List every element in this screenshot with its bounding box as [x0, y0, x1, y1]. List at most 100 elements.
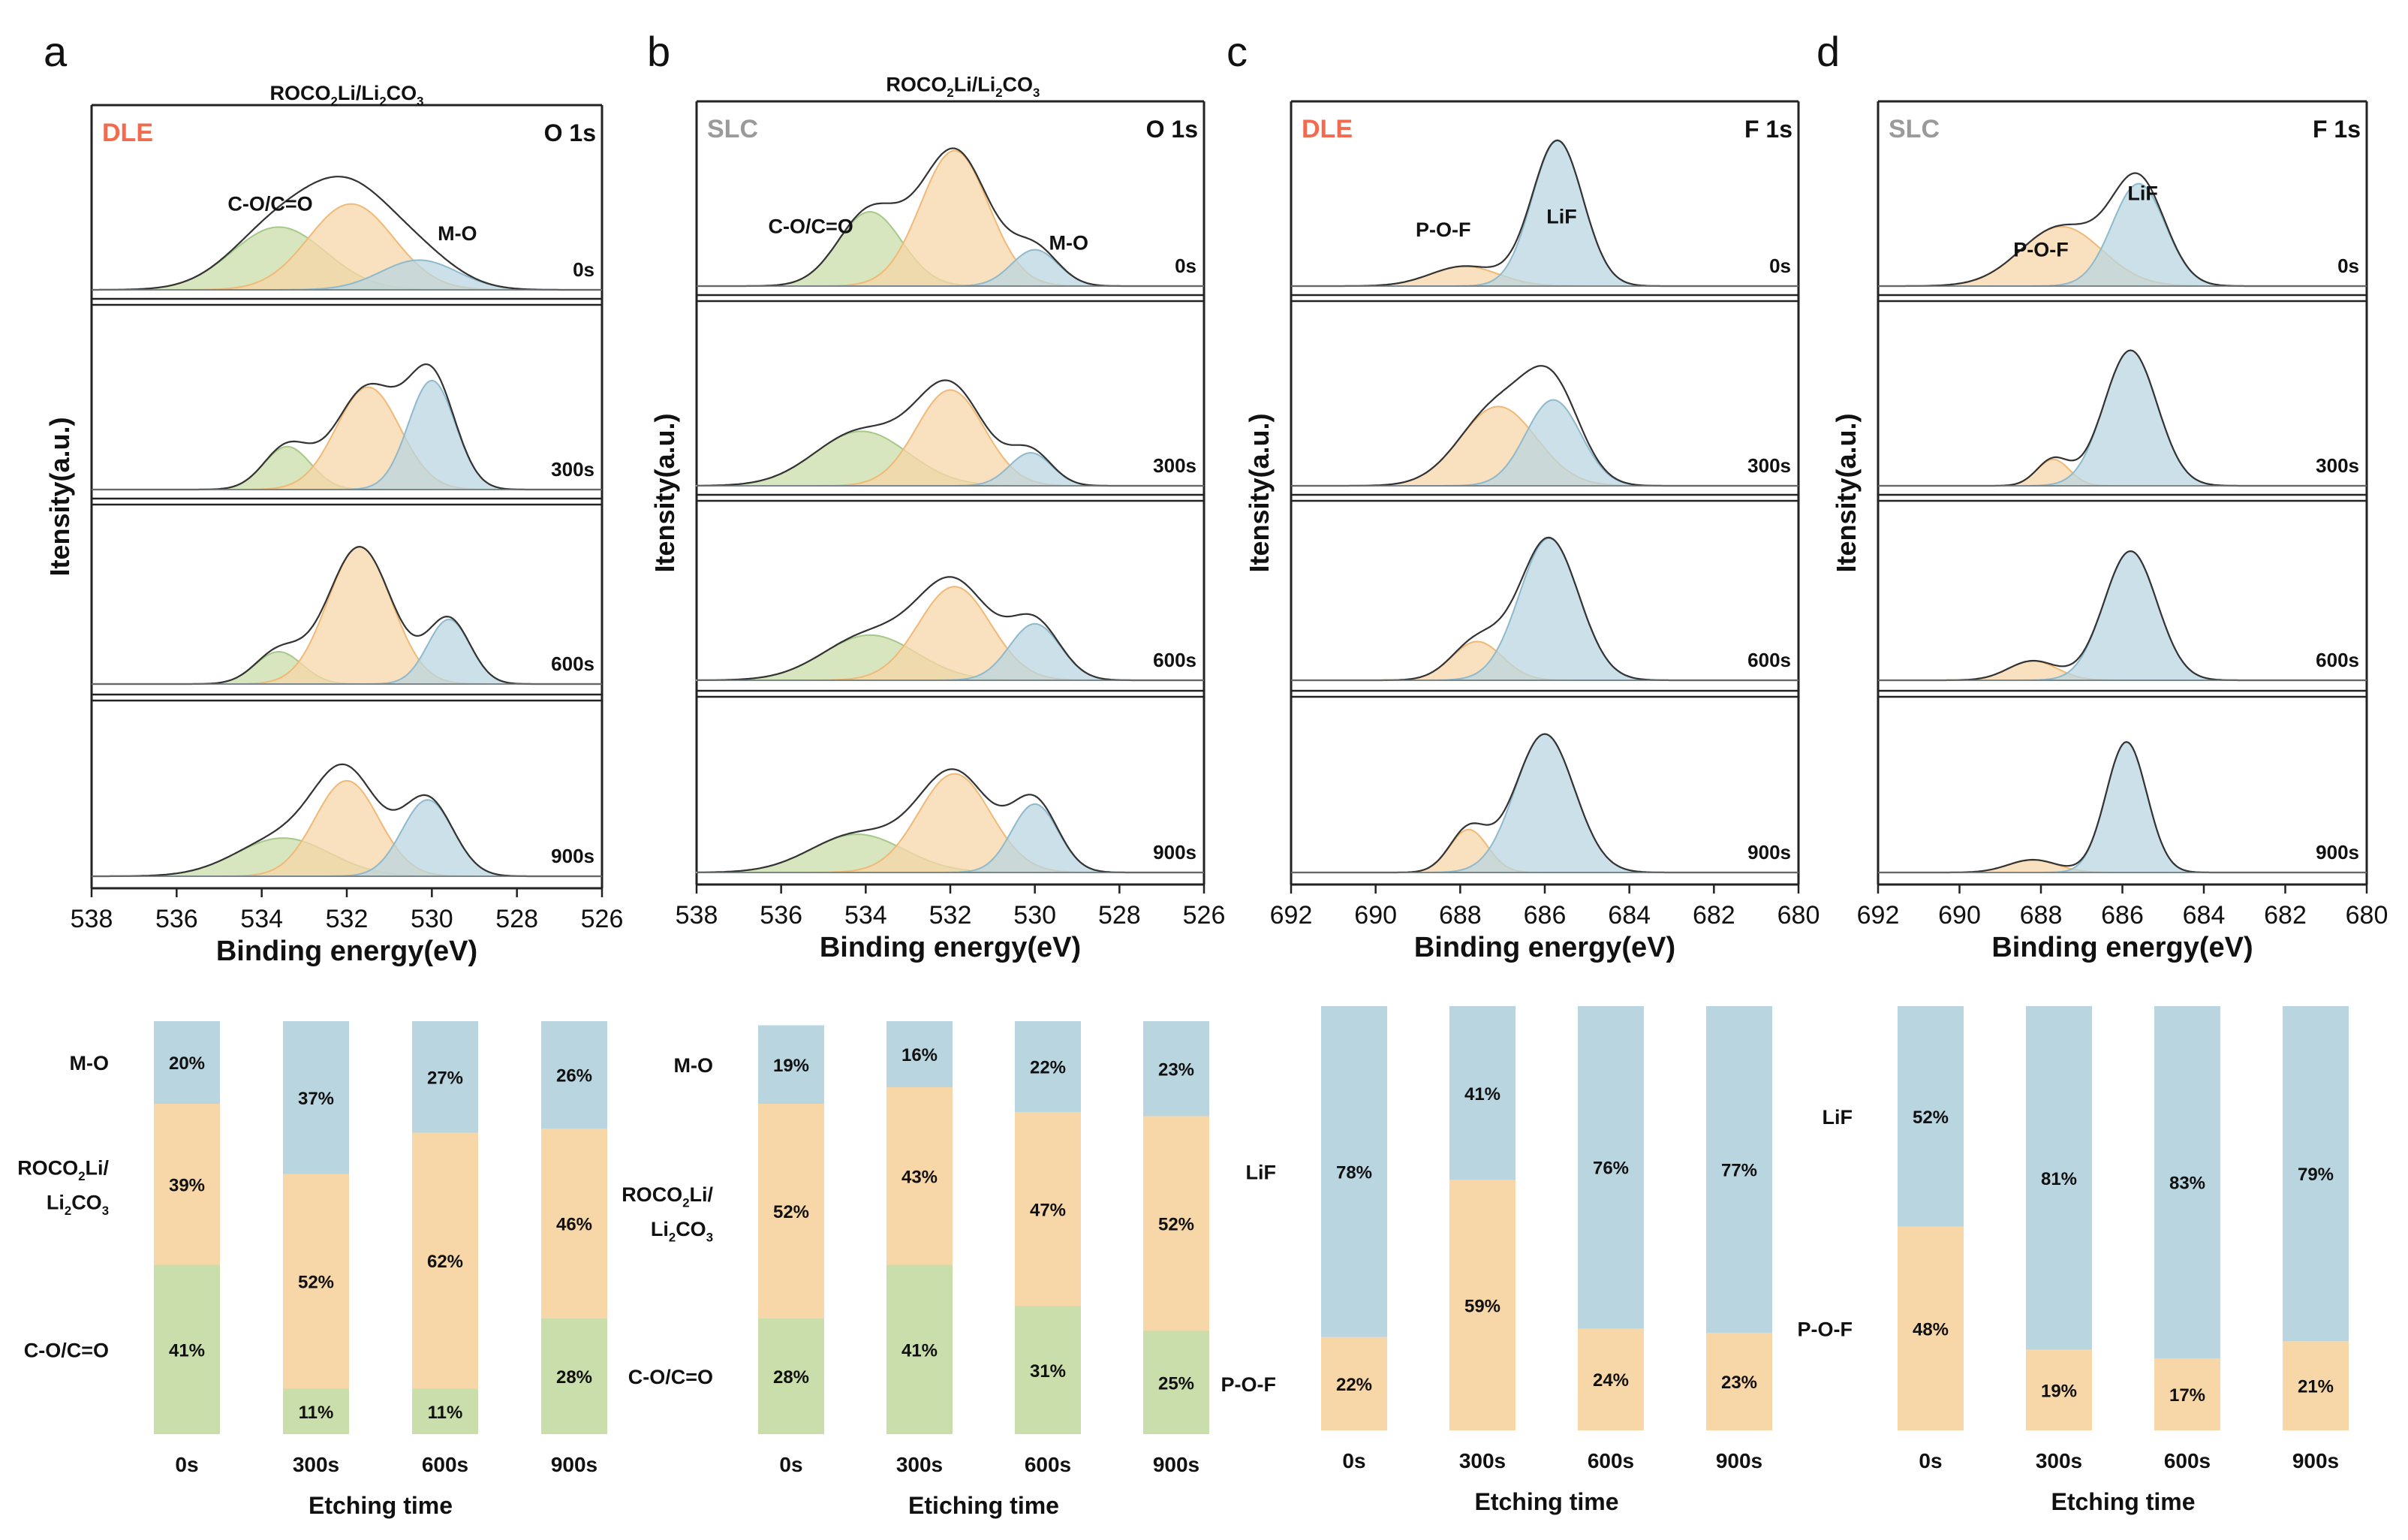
bar-value-900s: 79%	[2298, 1165, 2334, 1185]
bar-x-title: Etiching time	[908, 1492, 1059, 1519]
series-label-0: M-O	[674, 1054, 713, 1077]
peak-lif-900s	[1878, 741, 2367, 873]
x-tick-label-686: 686	[1524, 901, 1567, 930]
series-label-1: ROCO2Li/	[622, 1183, 713, 1210]
panel-letter-c: c	[1227, 28, 1248, 75]
peak-lif-300s	[1878, 349, 2367, 487]
category-label-900s: 900s	[1716, 1449, 1762, 1472]
x-tick-label-692: 692	[1857, 901, 1900, 930]
bar-p-o-f-900s	[1706, 1333, 1772, 1430]
x-tick-label-530: 530	[1013, 901, 1056, 930]
bar-value-0s: 39%	[169, 1175, 205, 1195]
envelope-0s	[92, 176, 602, 291]
x-tick-label-690: 690	[1938, 901, 1981, 930]
peak-label-2: M-O	[1049, 232, 1088, 255]
bar-value-300s: 43%	[901, 1167, 938, 1187]
bar-p-o-f-300s	[2026, 1349, 2092, 1430]
peak-lif-0s	[1291, 140, 1798, 287]
bar-value-600s: 11%	[428, 1403, 463, 1423]
bar-x-title: Etching time	[309, 1492, 453, 1519]
bar-value-600s: 83%	[2169, 1173, 2205, 1193]
bar-value-900s: 25%	[1158, 1373, 1194, 1394]
core-level-label: O 1s	[544, 119, 596, 146]
peak-label-0: P-O-F	[1416, 218, 1471, 241]
x-axis-title: Binding energy(eV)	[216, 936, 477, 967]
bar-lif-0s	[1321, 1006, 1387, 1337]
x-tick-label-532: 532	[326, 905, 369, 933]
bar-p-o-f-600s	[2154, 1358, 2220, 1430]
bar-c-o-c-o-0s	[758, 1318, 824, 1434]
x-tick-label-680: 680	[1777, 901, 1820, 930]
bar-m-o-300s	[886, 1021, 953, 1087]
xps-panel-a: 0s 300s 600s 900s DLE O 1s C-O/C=O ROCO2Li/Li2C…	[44, 82, 623, 967]
time-label-0s: 0s	[2337, 255, 2359, 277]
category-label-600s: 600s	[1025, 1453, 1071, 1476]
bar-value-900s: 23%	[1158, 1059, 1194, 1080]
x-tick-label-686: 686	[2101, 901, 2144, 930]
bar-p-o-f-600s	[1578, 1328, 1644, 1430]
x-tick-label-528: 528	[495, 905, 538, 933]
panel-letter-a: a	[44, 28, 68, 75]
time-label-0s: 0s	[1175, 255, 1196, 277]
bar-value-300s: 16%	[901, 1045, 938, 1065]
bar-value-0s: 78%	[1336, 1162, 1372, 1183]
category-label-0s: 0s	[175, 1453, 198, 1476]
x-axis-title: Binding energy(eV)	[1991, 932, 2253, 963]
bar-p-o-f-300s	[1449, 1180, 1516, 1430]
peak-roco2li-li2co3-600s	[92, 546, 602, 685]
peak-label-0: C-O/C=O	[227, 192, 312, 215]
bar-value-300s: 41%	[901, 1340, 938, 1361]
xps-panel-c: 0s 300s 600s 900s DLE F 1s P-O-F LiF 692 690 688 68…	[1244, 100, 1820, 963]
bar-p-o-f-0s	[1321, 1337, 1387, 1430]
x-tick-label-526: 526	[1183, 901, 1226, 930]
series-label-0: LiF	[1246, 1161, 1277, 1183]
x-tick-label-684: 684	[2183, 901, 2226, 930]
bar-roco2li-li2co3-600s	[1015, 1112, 1081, 1306]
time-label-900s: 900s	[551, 845, 594, 867]
bar-value-0s: 52%	[773, 1202, 809, 1222]
bar-value-900s: 21%	[2298, 1377, 2334, 1397]
x-tick-label-682: 682	[1693, 901, 1735, 930]
x-tick-label-536: 536	[155, 905, 198, 933]
x-tick-label-536: 536	[760, 901, 802, 930]
bar-value-600s: 27%	[427, 1068, 463, 1088]
y-axis-title: Itensity(a.u.)	[44, 417, 75, 576]
bar-roco2li-li2co3-300s	[886, 1087, 953, 1265]
bar-value-600s: 31%	[1030, 1361, 1066, 1382]
bar-c-o-c-o-0s	[154, 1264, 220, 1434]
peak-roco2li-li2co3-600s	[697, 586, 1204, 681]
time-label-0s: 0s	[573, 258, 594, 281]
y-axis-title: Itensity(a.u.)	[649, 413, 680, 572]
x-axis-title: Binding energy(eV)	[820, 932, 1081, 963]
time-label-900s: 900s	[1153, 841, 1196, 863]
bar-roco2li-li2co3-300s	[283, 1174, 349, 1389]
x-tick-label-680: 680	[2346, 901, 2388, 930]
time-label-0s: 0s	[1769, 255, 1791, 277]
x-tick-label-684: 684	[1608, 901, 1651, 930]
sample-label: DLE	[102, 119, 153, 147]
bar-lif-0s	[1898, 1006, 1964, 1227]
time-label-600s: 600s	[2316, 649, 2359, 671]
peak-roco2li-li2co3-300s	[92, 386, 602, 490]
bar-m-o-0s	[154, 1021, 220, 1104]
peak-roco2li-li2co3-900s	[92, 779, 602, 877]
x-tick-label-682: 682	[2264, 901, 2307, 930]
bar-c-o-c-o-600s	[1015, 1306, 1081, 1434]
x-tick-label-692: 692	[1270, 901, 1313, 930]
bar-c-o-c-o-600s	[412, 1388, 478, 1434]
category-label-600s: 600s	[422, 1453, 468, 1476]
bar-roco2li-li2co3-900s	[541, 1129, 607, 1318]
bar-value-900s: 23%	[1721, 1373, 1757, 1393]
category-label-900s: 900s	[1153, 1453, 1199, 1476]
x-tick-label-534: 534	[844, 901, 887, 930]
category-label-900s: 900s	[2292, 1449, 2339, 1472]
bar-lif-300s	[1449, 1006, 1516, 1180]
core-level-label: F 1s	[2313, 116, 2361, 143]
bar-value-600s: 62%	[427, 1252, 463, 1272]
peak-label-0: P-O-F	[2013, 238, 2069, 261]
bar-lif-300s	[2026, 1006, 2092, 1350]
x-tick-label-530: 530	[411, 905, 453, 933]
core-level-label: F 1s	[1744, 116, 1792, 143]
bar-m-o-900s	[541, 1021, 607, 1129]
time-label-600s: 600s	[1747, 649, 1791, 671]
